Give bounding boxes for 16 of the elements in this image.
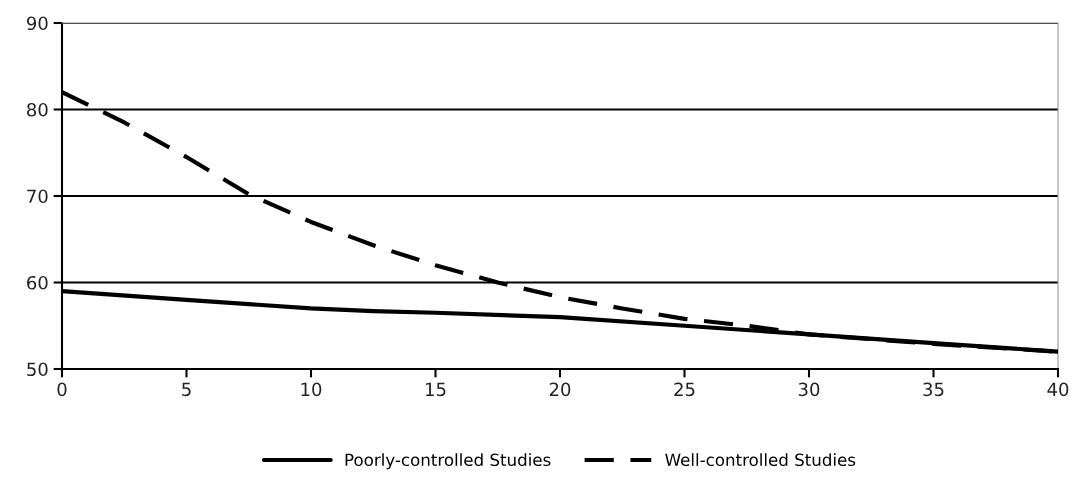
- y-tick-label: 50: [27, 362, 48, 377]
- y-tick-label: 60: [27, 275, 48, 290]
- y-tick-label: 80: [27, 102, 48, 117]
- x-tick-label: 15: [426, 382, 446, 397]
- x-tick-label: 25: [674, 382, 695, 397]
- x-tick-label: 5: [182, 382, 191, 397]
- legend-label: Poorly-controlled Studies: [345, 453, 551, 470]
- y-tick-label: 70: [27, 189, 48, 204]
- x-tick-label: 35: [923, 382, 944, 397]
- legend-label: Well-controlled Studies: [665, 453, 856, 467]
- x-tick-label: 10: [301, 382, 322, 397]
- x-tick-label: 0: [57, 382, 67, 397]
- x-tick-label: 20: [549, 382, 571, 397]
- x-tick-label: 40: [1047, 382, 1069, 397]
- y-tick-label: 90: [26, 16, 48, 31]
- x-tick-label: 30: [798, 382, 820, 397]
